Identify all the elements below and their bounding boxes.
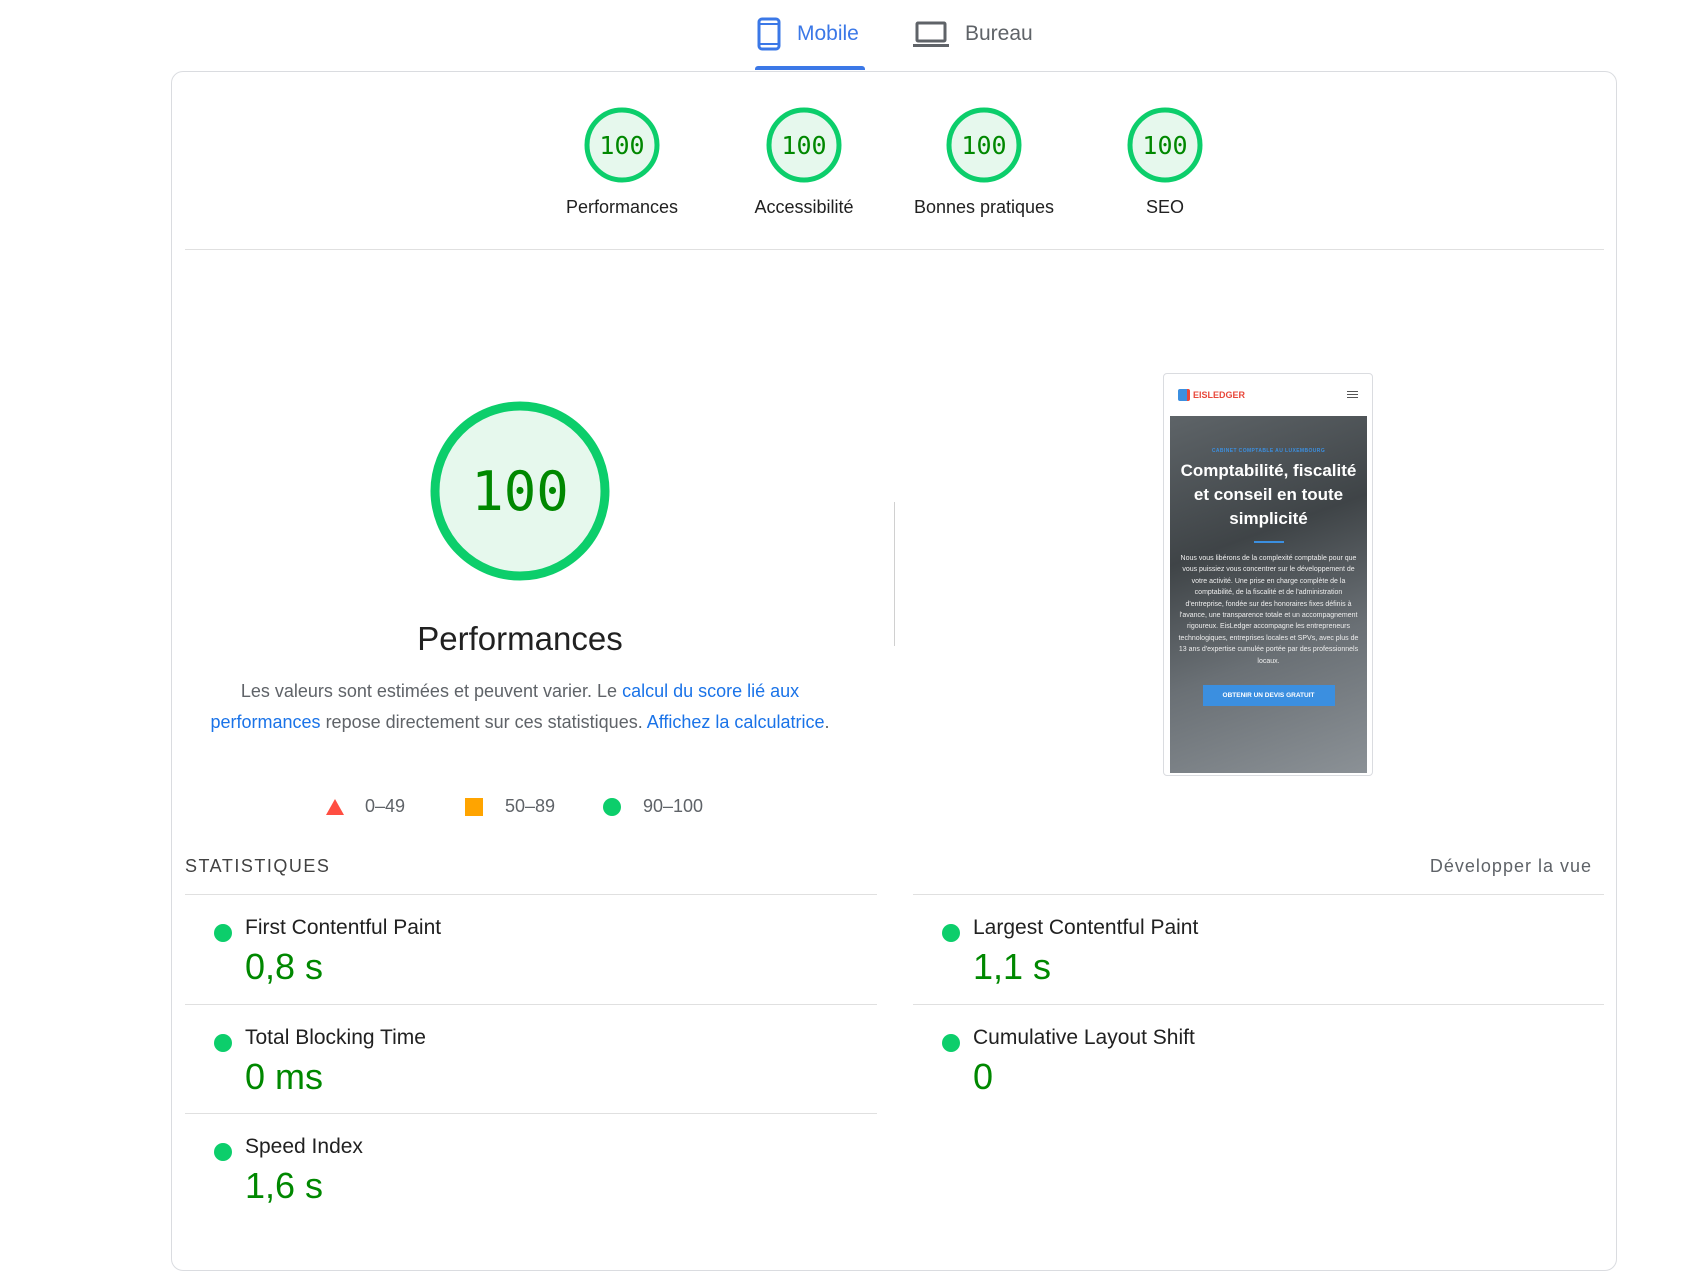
hero-headline: Comptabilité, fiscalité et conseil en to… [1180, 461, 1357, 528]
divider [913, 1004, 1604, 1005]
vertical-divider [894, 502, 895, 646]
category-gauge[interactable]: 100 Performances [532, 105, 712, 218]
stats-heading: STATISTIQUES [185, 856, 331, 876]
divider [185, 249, 1604, 250]
report-card [171, 71, 1617, 1271]
legend-pass: 90–100 [643, 796, 704, 816]
pass-circle-icon [942, 924, 960, 942]
description: Les valeurs sont estimées et peuvent var… [200, 676, 840, 737]
metric-value: 1,6 s [245, 1165, 324, 1206]
brand-logo-icon [1178, 389, 1190, 401]
tab-label: Mobile [797, 22, 859, 45]
hamburger-menu-icon [1347, 391, 1358, 398]
metric-value: 1,1 s [973, 946, 1052, 987]
category-gauge[interactable]: 100 SEO [1075, 105, 1255, 218]
expand-view-toggle[interactable]: Développer la vue [1429, 856, 1592, 876]
category-label: Accessibilité [754, 197, 854, 217]
category-score: 100 [1142, 131, 1187, 160]
square-icon [465, 797, 483, 816]
hero-section: CABINET COMPTABLE AU LUXEMBOURG Comptabi… [1170, 416, 1367, 773]
legend-average: 50–89 [505, 796, 556, 816]
category-score: 100 [961, 131, 1006, 160]
metric-label: Largest Contentful Paint [973, 916, 1199, 939]
metric-value: 0 ms [245, 1056, 324, 1097]
tab-bureau[interactable]: Bureau [913, 14, 1033, 54]
pass-circle-icon [214, 1034, 232, 1052]
desc-text: repose directement sur ces statistiques. [320, 711, 647, 732]
performance-gauge: 100 [430, 401, 610, 581]
score-ring: 100 [584, 107, 660, 183]
cta-button: OBTENIR UN DEVIS GRATUIT [1202, 685, 1335, 707]
score-ring: 100 [1127, 107, 1203, 183]
pass-circle-icon [214, 924, 232, 942]
hero-body: Nous vous libérons de la complexité comp… [1178, 555, 1359, 665]
category-score: 100 [781, 131, 826, 160]
brand-name: EISLEDGER [1193, 390, 1246, 400]
score-ring: 100 [766, 107, 842, 183]
page-screenshot: EISLEDGER CABINET COMPTABLE AU LUXEMBOUR… [1163, 373, 1373, 776]
score-ring: 100 [946, 107, 1022, 183]
pass-circle-icon [942, 1034, 960, 1052]
category-label: Bonnes pratiques [913, 197, 1055, 217]
section-title: Performances [417, 620, 623, 657]
hero-kicker: CABINET COMPTABLE AU LUXEMBOURG [1211, 448, 1326, 454]
pass-circle-icon [214, 1143, 232, 1161]
category-score: 100 [599, 131, 644, 160]
smartphone-icon [757, 17, 781, 51]
metric-value: 0 [973, 1056, 994, 1097]
category-label: SEO [1145, 197, 1184, 217]
metric-label: Speed Index [245, 1135, 363, 1158]
score-legend: 0–49 50–89 90–100 [325, 796, 703, 817]
desc-text: Les valeurs sont estimées et peuvent var… [240, 681, 623, 701]
calculator-link[interactable]: Affichez la calculatrice [646, 711, 825, 732]
divider [185, 1113, 877, 1114]
metric-label: Total Blocking Time [245, 1026, 426, 1049]
performance-score: 100 [471, 460, 569, 523]
category-label: Performances [565, 197, 679, 217]
active-tab-indicator [755, 66, 865, 70]
metric-label: Cumulative Layout Shift [973, 1026, 1195, 1049]
divider [185, 1004, 877, 1005]
tab-mobile[interactable]: Mobile [757, 14, 859, 54]
tab-label: Bureau [965, 22, 1033, 45]
metric-label: First Contentful Paint [245, 916, 442, 939]
category-gauge[interactable]: 100 Bonnes pratiques [894, 105, 1074, 218]
score-calc-link[interactable]: calcul du score lié aux performances [210, 681, 800, 732]
laptop-icon [913, 21, 949, 47]
circle-icon [603, 797, 621, 816]
metric-value: 0,8 s [245, 946, 324, 987]
divider [913, 894, 1604, 895]
divider [185, 894, 877, 895]
legend-fail: 0–49 [365, 796, 406, 816]
triangle-icon [326, 798, 344, 815]
desc-text: . [824, 711, 830, 732]
category-gauge[interactable]: 100 Accessibilité [714, 105, 894, 218]
